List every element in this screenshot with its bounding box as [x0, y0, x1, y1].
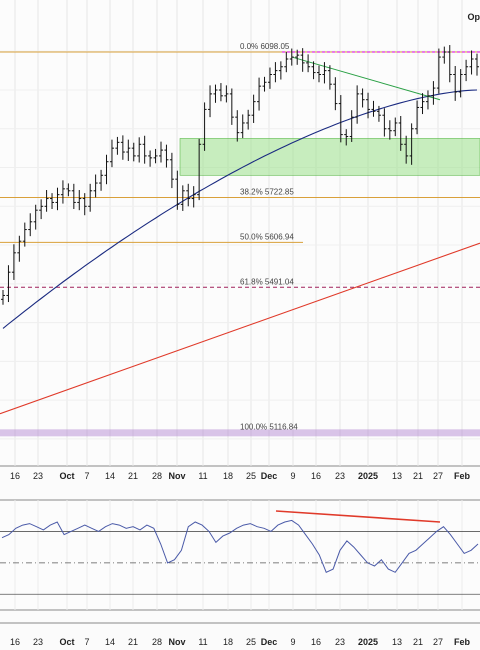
rsi-x-tick-label: 2025 [358, 637, 378, 647]
rsi-x-tick-label: 21 [413, 637, 423, 647]
x-tick-label: 21 [413, 471, 423, 481]
rsi-panel [0, 500, 480, 610]
x-tick-label: 16 [311, 471, 321, 481]
rsi-x-tick-label: 13 [392, 637, 402, 647]
fib-level-band [0, 429, 480, 437]
rsi-x-tick-label: 28 [152, 637, 162, 647]
rsi-x-tick-label: 25 [246, 637, 256, 647]
x-tick-label: 28 [152, 471, 162, 481]
x-tick-label: 14 [105, 471, 115, 481]
x-tick-label: 25 [246, 471, 256, 481]
rsi-x-tick-label: Oct [59, 637, 74, 647]
rsi-x-tick-label: 21 [128, 637, 138, 647]
support-zone [179, 138, 480, 176]
fib-level-label: 0.0% 6098.05 [240, 42, 290, 51]
rsi-x-tick-label: 27 [433, 637, 443, 647]
rsi-x-tick-label: 23 [33, 637, 43, 647]
rsi-x-tick-label: 14 [105, 637, 115, 647]
rsi-x-tick-label: 9 [290, 637, 295, 647]
x-tick-label: 2025 [358, 471, 378, 481]
rsi-x-tick-label: 11 [198, 637, 207, 647]
rsi-x-tick-label: 16 [10, 637, 20, 647]
x-tick-label: 27 [433, 471, 443, 481]
rsi-x-tick-label: Dec [261, 637, 278, 647]
x-tick-label: 18 [223, 471, 233, 481]
rsi-x-tick-label: 23 [335, 637, 345, 647]
rsi-x-tick-label: 18 [223, 637, 233, 647]
fib-level-label: 100.0% 5116.84 [240, 422, 298, 431]
x-tick-label: 13 [392, 471, 402, 481]
rsi-x-tick-label: 16 [311, 637, 321, 647]
x-tick-label: 16 [10, 471, 20, 481]
downtrend-line [291, 56, 441, 101]
x-tick-label: 9 [290, 471, 295, 481]
x-tick-label: Oct [59, 471, 74, 481]
fib-level-label: 38.2% 5722.85 [240, 187, 294, 196]
fib-level-label: 61.8% 5491.04 [240, 277, 294, 286]
x-tick-label: Feb [454, 471, 471, 481]
x-tick-label: 7 [84, 471, 89, 481]
rsi-x-tick-label: Feb [454, 637, 471, 647]
rsi-line [1, 519, 479, 573]
rsi-x-tick-label: 7 [84, 637, 89, 647]
x-tick-label: 23 [33, 471, 43, 481]
rsi-divergence-line [275, 510, 441, 523]
price-panel [0, 0, 480, 466]
x-tick-label: 21 [128, 471, 138, 481]
x-tick-label: Dec [261, 471, 278, 481]
moving-average-long-line [0, 242, 480, 415]
x-tick-label: 11 [198, 471, 207, 481]
x-tick-label: 23 [335, 471, 345, 481]
x-tick-label: Nov [168, 471, 185, 481]
rsi-x-tick-label: Nov [168, 637, 185, 647]
moving-average-line [2, 89, 478, 329]
corner-label: Op [467, 12, 480, 22]
fib-level-label: 50.0% 5606.94 [240, 232, 294, 241]
